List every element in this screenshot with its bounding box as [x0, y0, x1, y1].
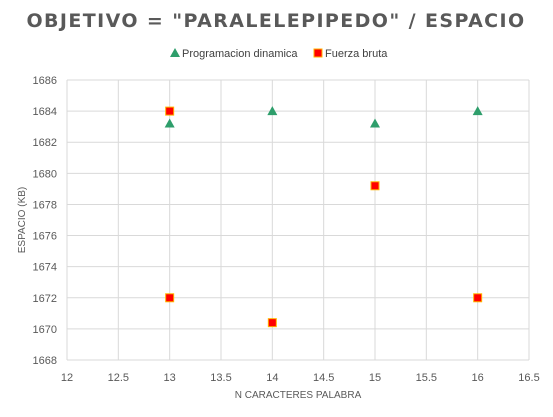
- square-point: [267, 318, 277, 328]
- y-tick-label: 1668: [33, 355, 57, 367]
- x-tick-label: 13: [164, 372, 176, 384]
- y-tick-label: 1686: [33, 75, 57, 87]
- triangle-point: [267, 106, 278, 116]
- square-point: [165, 293, 175, 303]
- x-tick-label: 13.5: [210, 372, 231, 384]
- y-axis-label: ESPACIO (KB): [17, 187, 28, 254]
- x-axis-label: N CARACTERES PALABRA: [235, 390, 362, 401]
- square-point: [473, 293, 483, 303]
- chart-title: OBJETIVO = "PARALELEPIPEDO" / ESPACIO: [26, 10, 525, 32]
- triangle-point: [370, 118, 380, 128]
- x-tick-label: 16: [472, 372, 484, 384]
- y-tick-label: 1670: [33, 324, 57, 336]
- legend-label: Fuerza bruta: [325, 48, 388, 60]
- x-tick-label: 12: [61, 372, 73, 384]
- legend-marker-triangle: [170, 48, 180, 57]
- y-tick-label: 1672: [33, 293, 57, 305]
- x-tick-label: 14: [266, 372, 278, 384]
- y-tick-label: 1682: [33, 137, 57, 149]
- square-point: [370, 181, 380, 191]
- data-points: [164, 106, 483, 328]
- y-tick-label: 1680: [33, 168, 57, 180]
- triangle-point: [164, 118, 175, 128]
- x-tick-label: 12.5: [108, 372, 129, 384]
- legend: Programacion dinamica Fuerza bruta: [170, 48, 388, 60]
- gridlines: [66, 79, 530, 361]
- square-point: [165, 106, 175, 116]
- y-tick-label: 1684: [33, 106, 57, 118]
- y-axis-ticks: 1668 1670 1672 1674 1676 1678 1680 1682 1684 1686: [33, 75, 57, 367]
- legend-label: Programacion dinamica: [182, 48, 298, 60]
- y-tick-label: 1678: [33, 199, 57, 211]
- y-tick-label: 1676: [33, 231, 57, 243]
- x-axis-ticks: 12 12.5 13 13.5 14 14.5 15 15.5 16 16.5: [61, 372, 540, 384]
- legend-marker-square: [313, 48, 323, 58]
- y-tick-label: 1674: [33, 262, 57, 274]
- x-tick-label: 16.5: [518, 372, 539, 384]
- triangle-point: [472, 106, 483, 116]
- x-tick-label: 14.5: [313, 372, 334, 384]
- x-tick-label: 15.5: [416, 372, 437, 384]
- x-tick-label: 15: [369, 372, 381, 384]
